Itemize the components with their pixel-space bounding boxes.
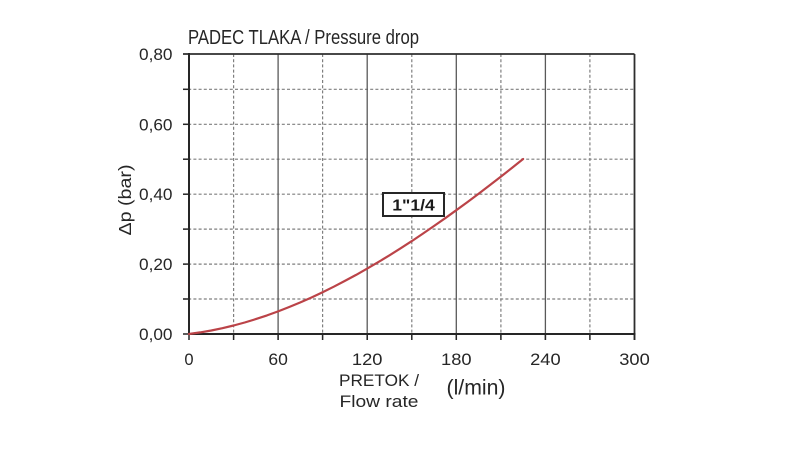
svg-text:1"1/4: 1"1/4 [392, 198, 435, 215]
svg-text:300: 300 [619, 351, 650, 369]
svg-text:Δp (bar): Δp (bar) [115, 165, 135, 236]
svg-text:0: 0 [184, 351, 193, 369]
svg-text:Flow rate: Flow rate [340, 393, 419, 411]
svg-text:0,60: 0,60 [139, 116, 173, 134]
svg-text:240: 240 [530, 351, 561, 369]
svg-text:0,80: 0,80 [139, 46, 173, 64]
svg-text:0,20: 0,20 [139, 256, 173, 274]
svg-text:180: 180 [441, 351, 472, 369]
svg-text:120: 120 [352, 351, 383, 369]
svg-text:0,00: 0,00 [139, 326, 173, 344]
svg-text:PRETOK /: PRETOK / [339, 372, 419, 390]
svg-text:60: 60 [268, 351, 288, 369]
svg-text:0,40: 0,40 [139, 186, 173, 204]
svg-text:PADEC TLAKA / Pressure drop: PADEC TLAKA / Pressure drop [188, 27, 419, 49]
svg-text:(l/min): (l/min) [447, 376, 506, 400]
